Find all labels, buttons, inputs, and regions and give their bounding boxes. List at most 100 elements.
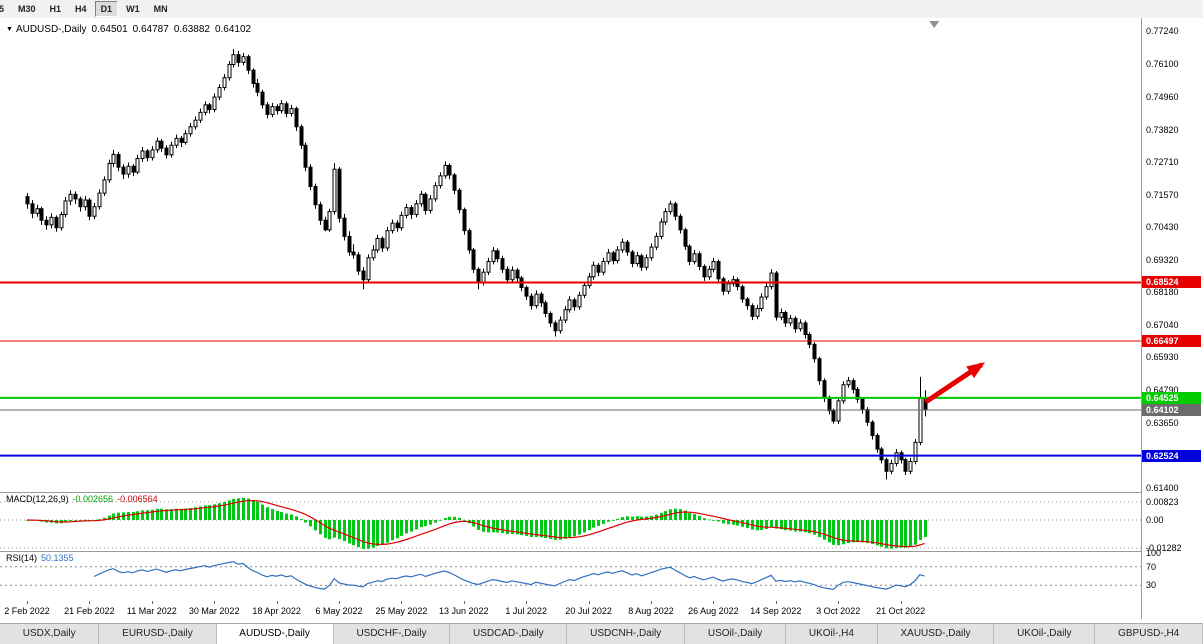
- rsi-name: RSI(14): [6, 553, 38, 563]
- price-axis-label: 0.65930: [1146, 352, 1179, 363]
- date-axis-tick: [401, 601, 403, 604]
- date-axis-label: 3 Oct 2022: [816, 606, 861, 616]
- ohlc-toggle-icon[interactable]: ▼: [6, 26, 13, 33]
- pane-separator[interactable]: [0, 492, 1203, 493]
- price-chart-pane[interactable]: ▼ AUDUSD-,Daily 0.64501 0.64787 0.63882 0.641…: [0, 18, 1141, 492]
- macd-axis-label: 0.00: [1146, 514, 1164, 525]
- chart-area[interactable]: ▼ AUDUSD-,Daily 0.64501 0.64787 0.63882 0.641…: [0, 18, 1203, 624]
- ohlc-open: 0.64501: [91, 24, 128, 35]
- price-axis-label: 0.76100: [1146, 58, 1179, 69]
- rsi-value: 50.1355: [41, 553, 74, 563]
- date-axis-tick: [900, 601, 902, 604]
- price-axis-label: 0.68180: [1146, 287, 1179, 298]
- date-axis-label: 2 Feb 2022: [4, 606, 50, 616]
- rsi-label: RSI(14) 50.1355: [6, 553, 78, 563]
- price-axis-label: 0.74960: [1146, 91, 1179, 102]
- ohlc-high: 0.64787: [132, 24, 169, 35]
- timeframe-m30-button[interactable]: M30: [18, 4, 36, 14]
- date-axis-tick: [588, 601, 590, 604]
- trend-arrow-object[interactable]: [924, 362, 986, 405]
- price-level-tag-0.64525: 0.64525: [1142, 391, 1201, 404]
- timeframe-h4-button[interactable]: H4: [75, 4, 87, 14]
- date-axis-tick: [713, 601, 715, 604]
- date-axis-label: 1 Jul 2022: [505, 606, 547, 616]
- tab-usdcad-daily[interactable]: USDCAD-,Daily: [450, 624, 568, 644]
- rsi-axis-label: 30: [1146, 580, 1157, 591]
- price-level-tag-0.66497: 0.66497: [1142, 334, 1201, 347]
- macd-main-value: -0.002656: [72, 494, 114, 504]
- pane-separator[interactable]: [0, 551, 1203, 552]
- timeframe-toolbar: 5 M30 H1 H4 D1 W1 MN: [0, 0, 1203, 19]
- date-axis-tick: [276, 601, 278, 604]
- price-axis-label: 0.67040: [1146, 320, 1179, 331]
- date-axis-label: 20 Jul 2022: [565, 606, 612, 616]
- rsi-axis-label: 100: [1146, 548, 1162, 558]
- date-axis-label: 13 Jun 2022: [439, 606, 489, 616]
- price-level-tag-0.62524: 0.62524: [1142, 449, 1201, 462]
- timeframe-5-button[interactable]: 5: [0, 1, 10, 17]
- macd-signal-value: -0.006564: [117, 494, 158, 504]
- tab-audusd-daily[interactable]: AUDUSD-,Daily: [216, 624, 334, 644]
- rsi-axis-label: 70: [1146, 561, 1157, 572]
- date-axis-label: 11 Mar 2022: [126, 606, 177, 616]
- date-axis-tick: [214, 601, 216, 604]
- date-axis-tick: [463, 601, 465, 604]
- date-axis-label: 21 Feb 2022: [64, 606, 115, 616]
- tab-gbpusd-h4[interactable]: GBPUSD-,H4: [1095, 624, 1203, 644]
- price-axis-label: 0.63650: [1146, 418, 1179, 429]
- price-level-tag-0.64102: 0.64102: [1142, 404, 1201, 417]
- date-axis-tick: [775, 601, 777, 604]
- timeframe-h1-button[interactable]: H1: [49, 4, 62, 14]
- date-axis-label: 18 Apr 2022: [252, 606, 301, 616]
- price-axis-label: 0.77240: [1146, 26, 1179, 36]
- ohlc-low: 0.63882: [173, 24, 210, 35]
- rsi-indicator-pane[interactable]: RSI(14) 50.1355: [0, 551, 1141, 601]
- macd-signal-line: [26, 499, 925, 548]
- tab-eurusd-daily[interactable]: EURUSD-,Daily: [99, 624, 217, 644]
- chart-title: ▼ AUDUSD-,Daily 0.64501 0.64787 0.63882 0.641…: [6, 24, 251, 35]
- date-axis-label: 25 May 2022: [375, 606, 428, 616]
- chart-symbol-label: AUDUSD-,Daily: [15, 24, 87, 35]
- date-axis-label: 6 May 2022: [315, 606, 363, 616]
- timeframe-d1-button[interactable]: D1: [94, 1, 119, 17]
- price-axis-label: 0.69320: [1146, 254, 1179, 265]
- tab-ukoil-daily[interactable]: UKOil-,Daily: [994, 624, 1096, 644]
- tab-xauusd-daily[interactable]: XAUUSD-,Daily: [877, 624, 995, 644]
- date-axis-tick: [27, 601, 28, 604]
- timeframe-mn-button[interactable]: MN: [153, 4, 168, 14]
- macd-axis-label: -0.01282: [1146, 543, 1182, 553]
- ohlc-close: 0.64102: [214, 24, 252, 35]
- macd-indicator-pane[interactable]: MACD(12,26,9) -0.002656 -0.006564: [0, 492, 1141, 551]
- tab-usdx-daily[interactable]: USDX,Daily: [0, 624, 100, 644]
- macd-axis-label: 0.00823: [1146, 497, 1179, 507]
- time-axis[interactable]: 2 Feb 2022 21 Feb 2022 11 Mar 2022 30 Mar 2…: [0, 601, 1141, 624]
- date-axis-tick: [526, 601, 528, 604]
- tab-ukoil-h4[interactable]: UKOil-,H4: [786, 624, 878, 644]
- price-axis-label: 0.72710: [1146, 156, 1179, 167]
- price-axis[interactable]: 0.77240 0.76100 0.74960 0.73820 0.72710 0.715…: [1142, 18, 1203, 624]
- symbol-tab-bar: USDX,Daily EURUSD-,Daily AUDUSD-,Daily USDC…: [0, 623, 1203, 644]
- date-axis-label: 21 Oct 2022: [876, 606, 926, 616]
- price-level-tag-0.68524: 0.68524: [1142, 276, 1201, 289]
- price-axis-label: 0.71570: [1146, 189, 1179, 200]
- macd-label: MACD(12,26,9) -0.002656 -0.006564: [6, 494, 162, 504]
- date-axis-label: 30 Mar 2022: [188, 606, 240, 616]
- date-axis-tick: [339, 601, 340, 604]
- timeframe-w1-button[interactable]: W1: [126, 4, 140, 14]
- chart-shift-marker[interactable]: [929, 21, 940, 28]
- tab-usoil-daily[interactable]: USOil-,Daily: [685, 624, 787, 644]
- price-axis-label: 0.73820: [1146, 124, 1179, 135]
- tab-usdcnh-daily[interactable]: USDCNH-,Daily: [567, 624, 686, 644]
- date-axis-tick: [651, 601, 652, 604]
- date-axis-label: 8 Aug 2022: [628, 606, 674, 616]
- date-axis-tick: [838, 601, 840, 604]
- candlesticks: [25, 49, 928, 480]
- price-axis-label: 0.70430: [1146, 222, 1179, 233]
- rsi-line: [93, 561, 925, 590]
- tab-usdchf-daily[interactable]: USDCHF-,Daily: [333, 624, 451, 644]
- price-axis-label: 0.64790: [1146, 385, 1179, 396]
- date-axis-label: 14 Sep 2022: [750, 606, 802, 616]
- date-axis-label: 26 Aug 2022: [688, 606, 739, 616]
- date-axis-tick: [89, 601, 91, 604]
